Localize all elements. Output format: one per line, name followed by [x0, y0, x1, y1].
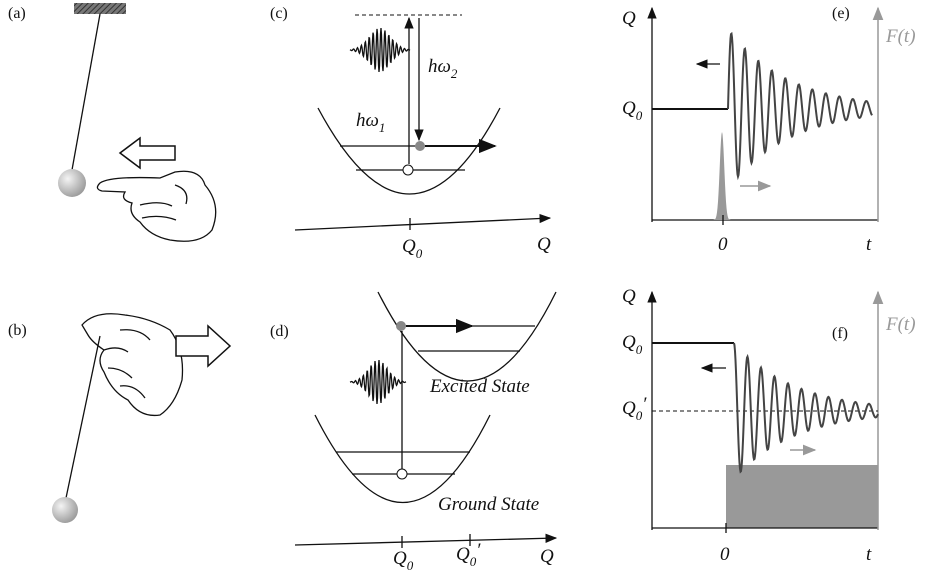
arrow-right: [176, 326, 230, 366]
ceiling: [74, 3, 126, 14]
subscript: 0: [636, 108, 643, 123]
axis-label: t: [866, 234, 872, 255]
arrow-left: [120, 138, 175, 168]
string: [72, 14, 100, 170]
string: [66, 336, 100, 498]
panel-f: (f) Q F(t) Q0 Q0′ 0 t: [622, 286, 916, 565]
tick-label: Q0′: [456, 540, 481, 569]
symbol: Q: [456, 544, 470, 565]
wave-packet: [350, 28, 410, 72]
transition-label: hω1: [356, 110, 385, 135]
panel-label: (d): [270, 323, 289, 340]
panel-b: (b): [8, 314, 230, 523]
hand: [82, 314, 183, 416]
subscript: 2: [451, 66, 458, 81]
ground-dot: [397, 469, 407, 479]
level-label: Q0: [622, 332, 643, 357]
panel-label: (e): [832, 5, 850, 22]
axis-label: Q: [622, 286, 636, 307]
symbol: Q: [393, 548, 407, 569]
symbol: Q: [402, 236, 416, 257]
axis-label: F(t): [885, 314, 916, 335]
axis-label: F(t): [885, 26, 916, 47]
step-force: [726, 465, 878, 528]
tick-label: Q0: [393, 548, 414, 572]
oscillation: [728, 34, 872, 177]
panel-label: (f): [832, 325, 848, 342]
axis-label: t: [866, 544, 872, 565]
excited-dot: [396, 321, 406, 331]
axis-label: Q: [540, 546, 554, 567]
symbol: hω: [356, 110, 379, 131]
panel-d: (d) Excited State Ground State Q0 Q0′ Q: [270, 292, 556, 572]
hand: [97, 171, 215, 241]
subscript: 0: [416, 246, 423, 261]
state-label: Excited State: [429, 376, 530, 397]
excited-well: [378, 292, 556, 381]
oscillation: [734, 343, 878, 472]
tick-label: 0: [720, 544, 730, 565]
bob: [52, 497, 78, 523]
figure: (a) (b) (c) hω2 hω1 Q0 Q (d): [0, 0, 925, 572]
tick-label: Q0: [402, 236, 423, 261]
symbol: Q: [622, 332, 636, 353]
prime: ′: [476, 540, 481, 561]
level-label: Q0: [622, 98, 643, 123]
symbol: hω: [428, 56, 451, 77]
panel-a: (a): [8, 3, 216, 241]
wave-packet: [350, 360, 406, 404]
x-axis: [295, 538, 556, 545]
excited-dot: [415, 141, 425, 151]
ground-dot: [403, 165, 413, 175]
bob: [58, 169, 86, 197]
axis-label: Q: [537, 234, 551, 255]
subscript: 0: [636, 342, 643, 357]
axis-label: Q: [622, 8, 636, 29]
panel-label: (b): [8, 322, 27, 339]
subscript: 1: [379, 120, 386, 135]
tick-label: 0: [718, 234, 728, 255]
subscript: 0: [407, 558, 414, 572]
pulse: [712, 132, 732, 220]
symbol: Q: [622, 98, 636, 119]
panel-label: (a): [8, 5, 26, 22]
panel-c: (c) hω2 hω1 Q0 Q: [270, 5, 551, 261]
transition-label: hω2: [428, 56, 458, 81]
x-axis: [295, 218, 550, 230]
panel-label: (c): [270, 5, 288, 22]
prime: ′: [642, 394, 647, 415]
symbol: Q: [622, 398, 636, 419]
level-label: Q0′: [622, 394, 647, 423]
state-label: Ground State: [438, 494, 539, 515]
panel-e: (e) Q F(t) Q0 0 t: [622, 5, 916, 255]
